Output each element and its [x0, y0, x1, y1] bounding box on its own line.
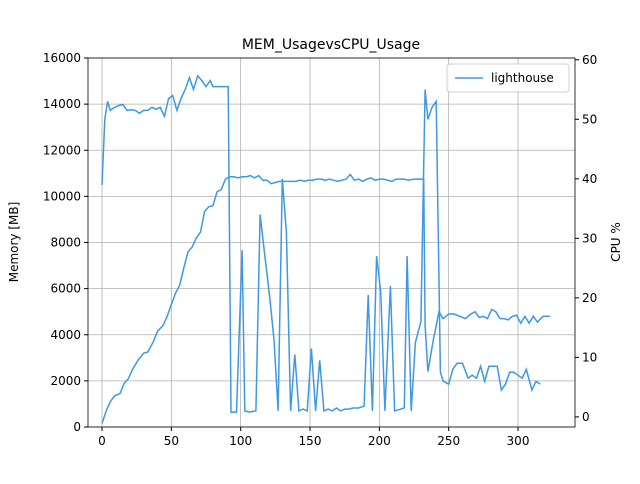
data-line	[101, 173, 550, 424]
legend	[446, 63, 570, 93]
y-tick-label: 8000	[50, 236, 81, 250]
y2-tick-label: 50	[582, 112, 597, 126]
legend-label: lighthouse	[491, 71, 554, 85]
y-tick-label: 6000	[50, 282, 81, 296]
y2-tick-label: 10	[582, 350, 597, 364]
y-axis-label: Memory [MB]	[7, 202, 21, 283]
x-tick-label: 200	[368, 434, 391, 448]
y2-tick-label: 40	[582, 172, 597, 186]
y-tick-label: 2000	[50, 374, 81, 388]
x-tick-label: 100	[229, 434, 252, 448]
y-tick-label: 10000	[43, 189, 81, 203]
y2-axis-label: CPU %	[609, 222, 623, 262]
x-tick-label: 250	[437, 434, 460, 448]
y-tick-label: 0	[73, 420, 81, 434]
y2-tick-label: 30	[582, 231, 597, 245]
x-tick-label: 150	[299, 434, 322, 448]
y-tick-label: 14000	[43, 97, 81, 111]
y2-tick-label: 20	[582, 291, 597, 305]
x-tick-label: 0	[98, 434, 106, 448]
y-tick-label: 12000	[43, 143, 81, 157]
y2-tick-label: 60	[582, 53, 597, 67]
plot-frame	[87, 57, 576, 428]
y-tick-label: 4000	[50, 328, 81, 342]
data-line	[101, 74, 541, 413]
x-tick-label: 300	[507, 434, 530, 448]
y2-tick-label: 0	[582, 410, 590, 424]
x-tick-label: 50	[164, 434, 179, 448]
y-tick-label: 16000	[43, 51, 81, 65]
chart-title: MEM_UsagevsCPU_Usage	[242, 37, 420, 53]
